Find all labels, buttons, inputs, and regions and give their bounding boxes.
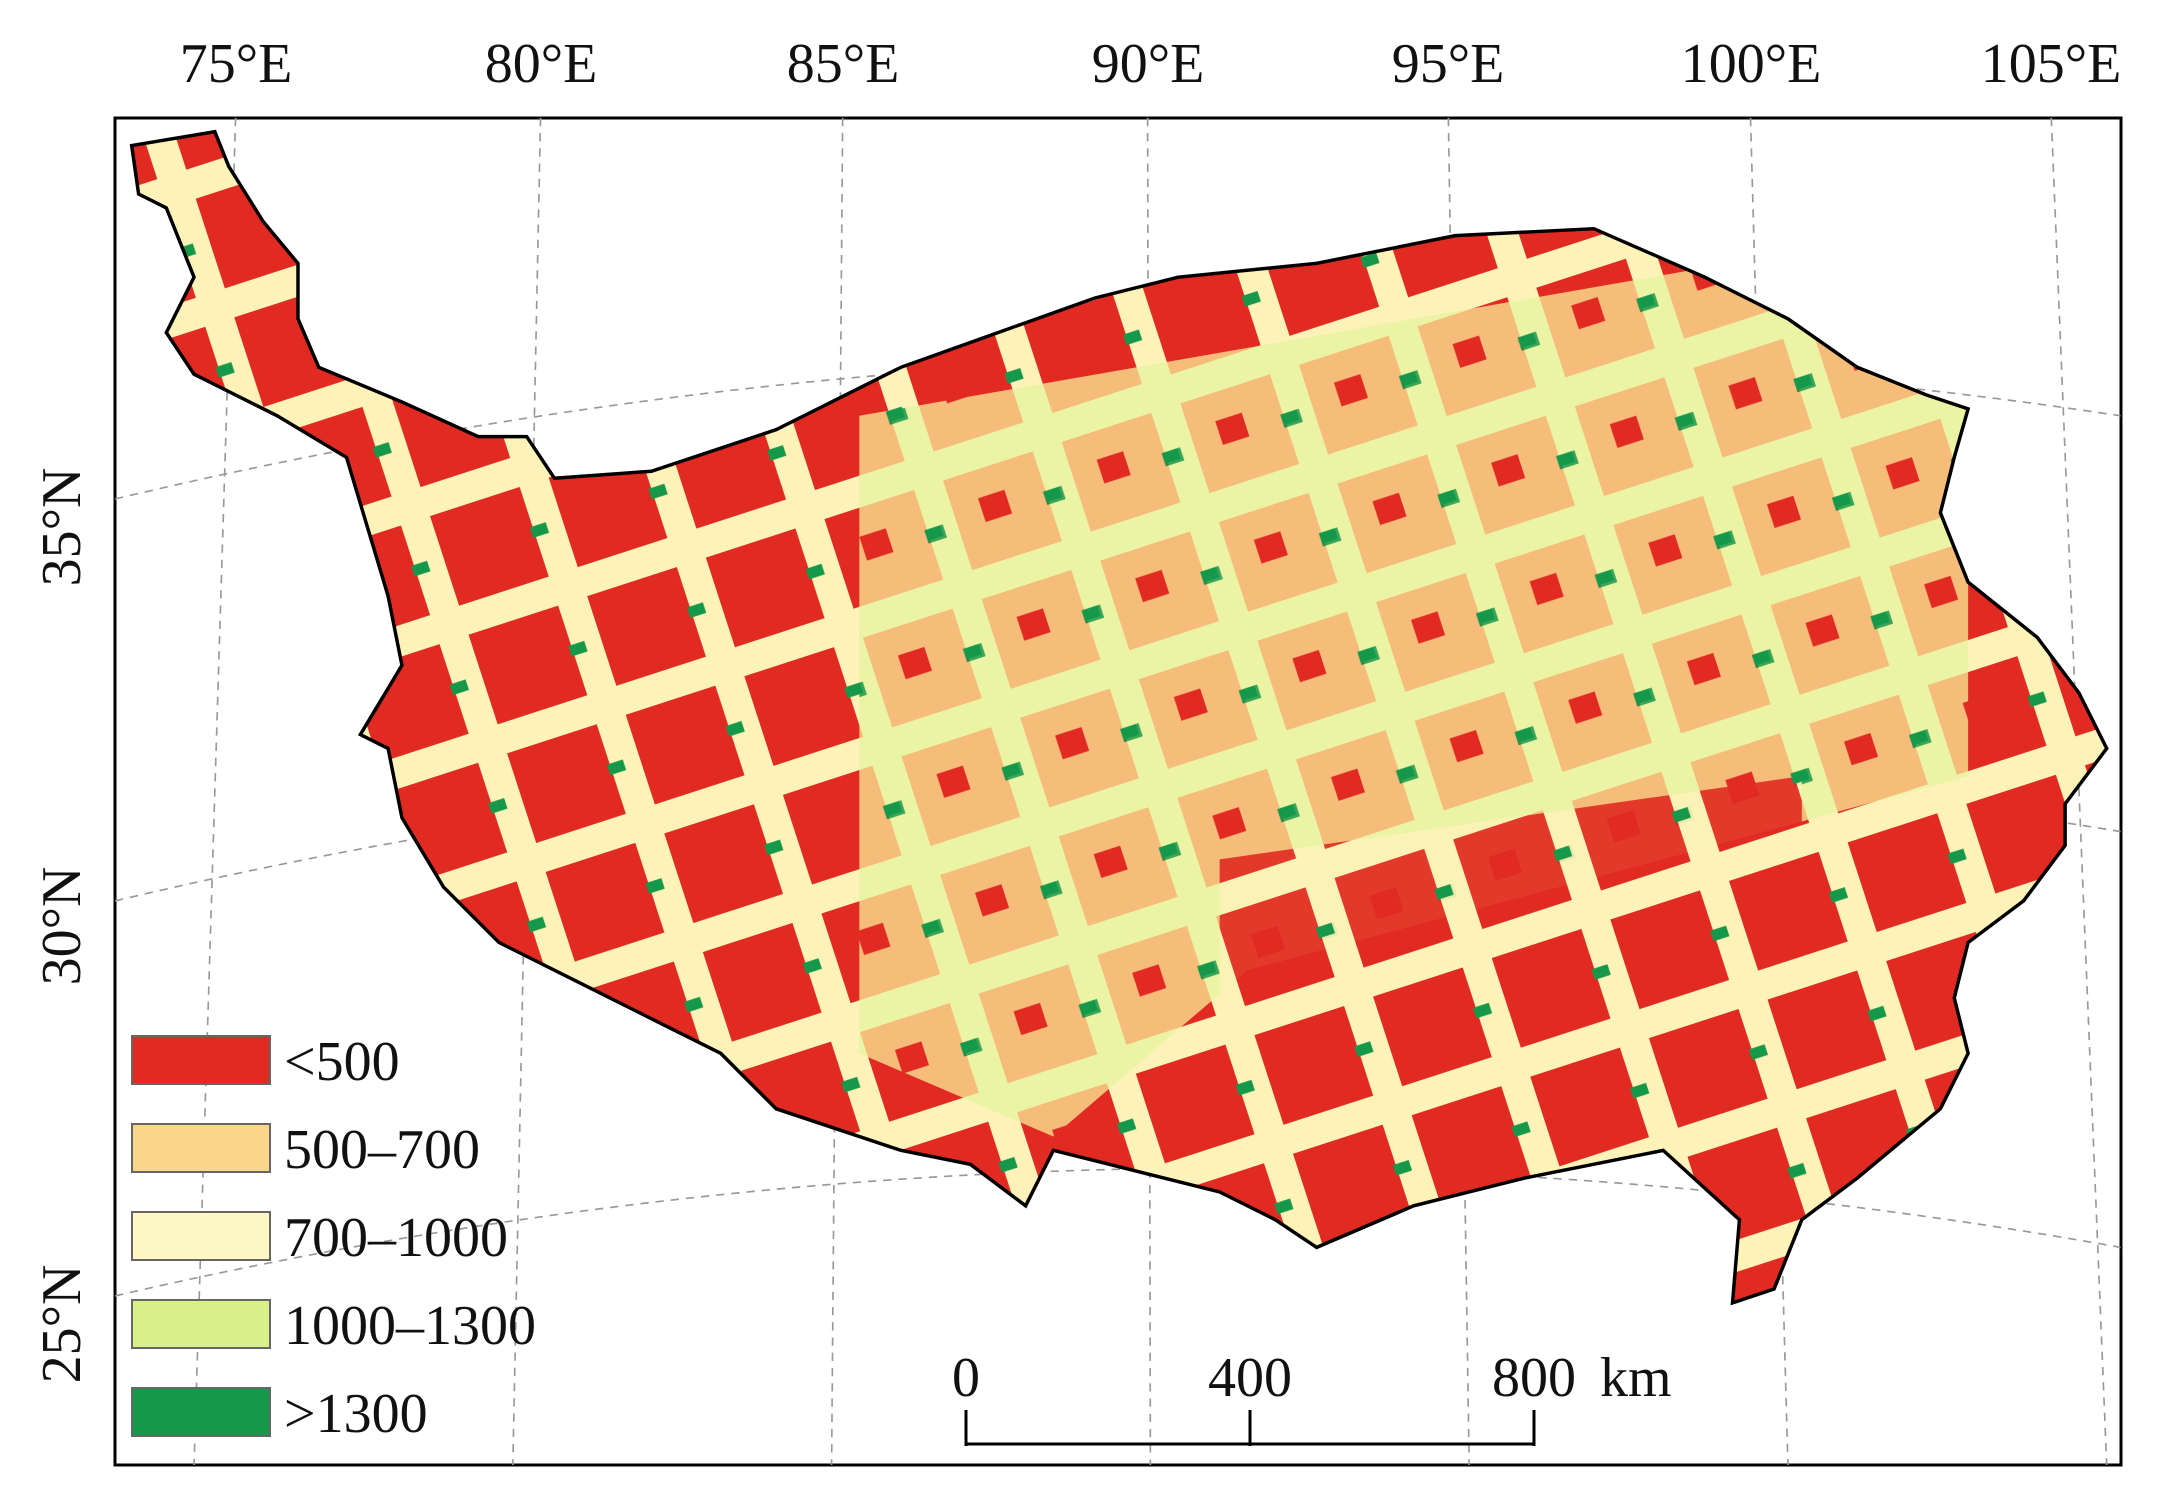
- latitude-label: 30°N: [31, 867, 93, 986]
- longitude-label: 105°E: [1981, 33, 2122, 95]
- longitude-label: 85°E: [787, 33, 900, 95]
- latitude-label: 25°N: [31, 1265, 93, 1384]
- longitude-labels: 75°E 80°E 85°E 90°E 95°E 100°E 105°E: [180, 33, 2122, 95]
- longitude-label: 95°E: [1392, 33, 1505, 95]
- latitude-label: 35°N: [31, 468, 93, 587]
- scale-unit: km: [1600, 1347, 1672, 1409]
- longitude-label: 100°E: [1681, 33, 1822, 95]
- latitude-labels: 35°N 30°N 25°N: [31, 468, 93, 1384]
- legend-swatch: [131, 1299, 271, 1349]
- legend: <500 500–700 700–1000 1000–1300 >1300: [131, 1031, 536, 1445]
- legend-swatch: [131, 1123, 271, 1173]
- legend-label: <500: [284, 1031, 400, 1093]
- legend-label: 500–700: [284, 1119, 480, 1181]
- legend-swatch: [131, 1211, 271, 1261]
- longitude-label: 80°E: [485, 33, 598, 95]
- legend-label: >1300: [284, 1383, 428, 1445]
- longitude-label: 75°E: [180, 33, 293, 95]
- legend-label: 1000–1300: [284, 1295, 536, 1357]
- legend-swatch: [131, 1387, 271, 1437]
- scale-label: 0: [952, 1347, 980, 1409]
- longitude-label: 90°E: [1092, 33, 1205, 95]
- scale-label: 400: [1208, 1347, 1292, 1409]
- scale-label: 800: [1492, 1347, 1576, 1409]
- legend-swatch: [131, 1035, 271, 1085]
- legend-label: 700–1000: [284, 1207, 508, 1269]
- scale-bar: 0 400 800 km: [952, 1347, 1672, 1446]
